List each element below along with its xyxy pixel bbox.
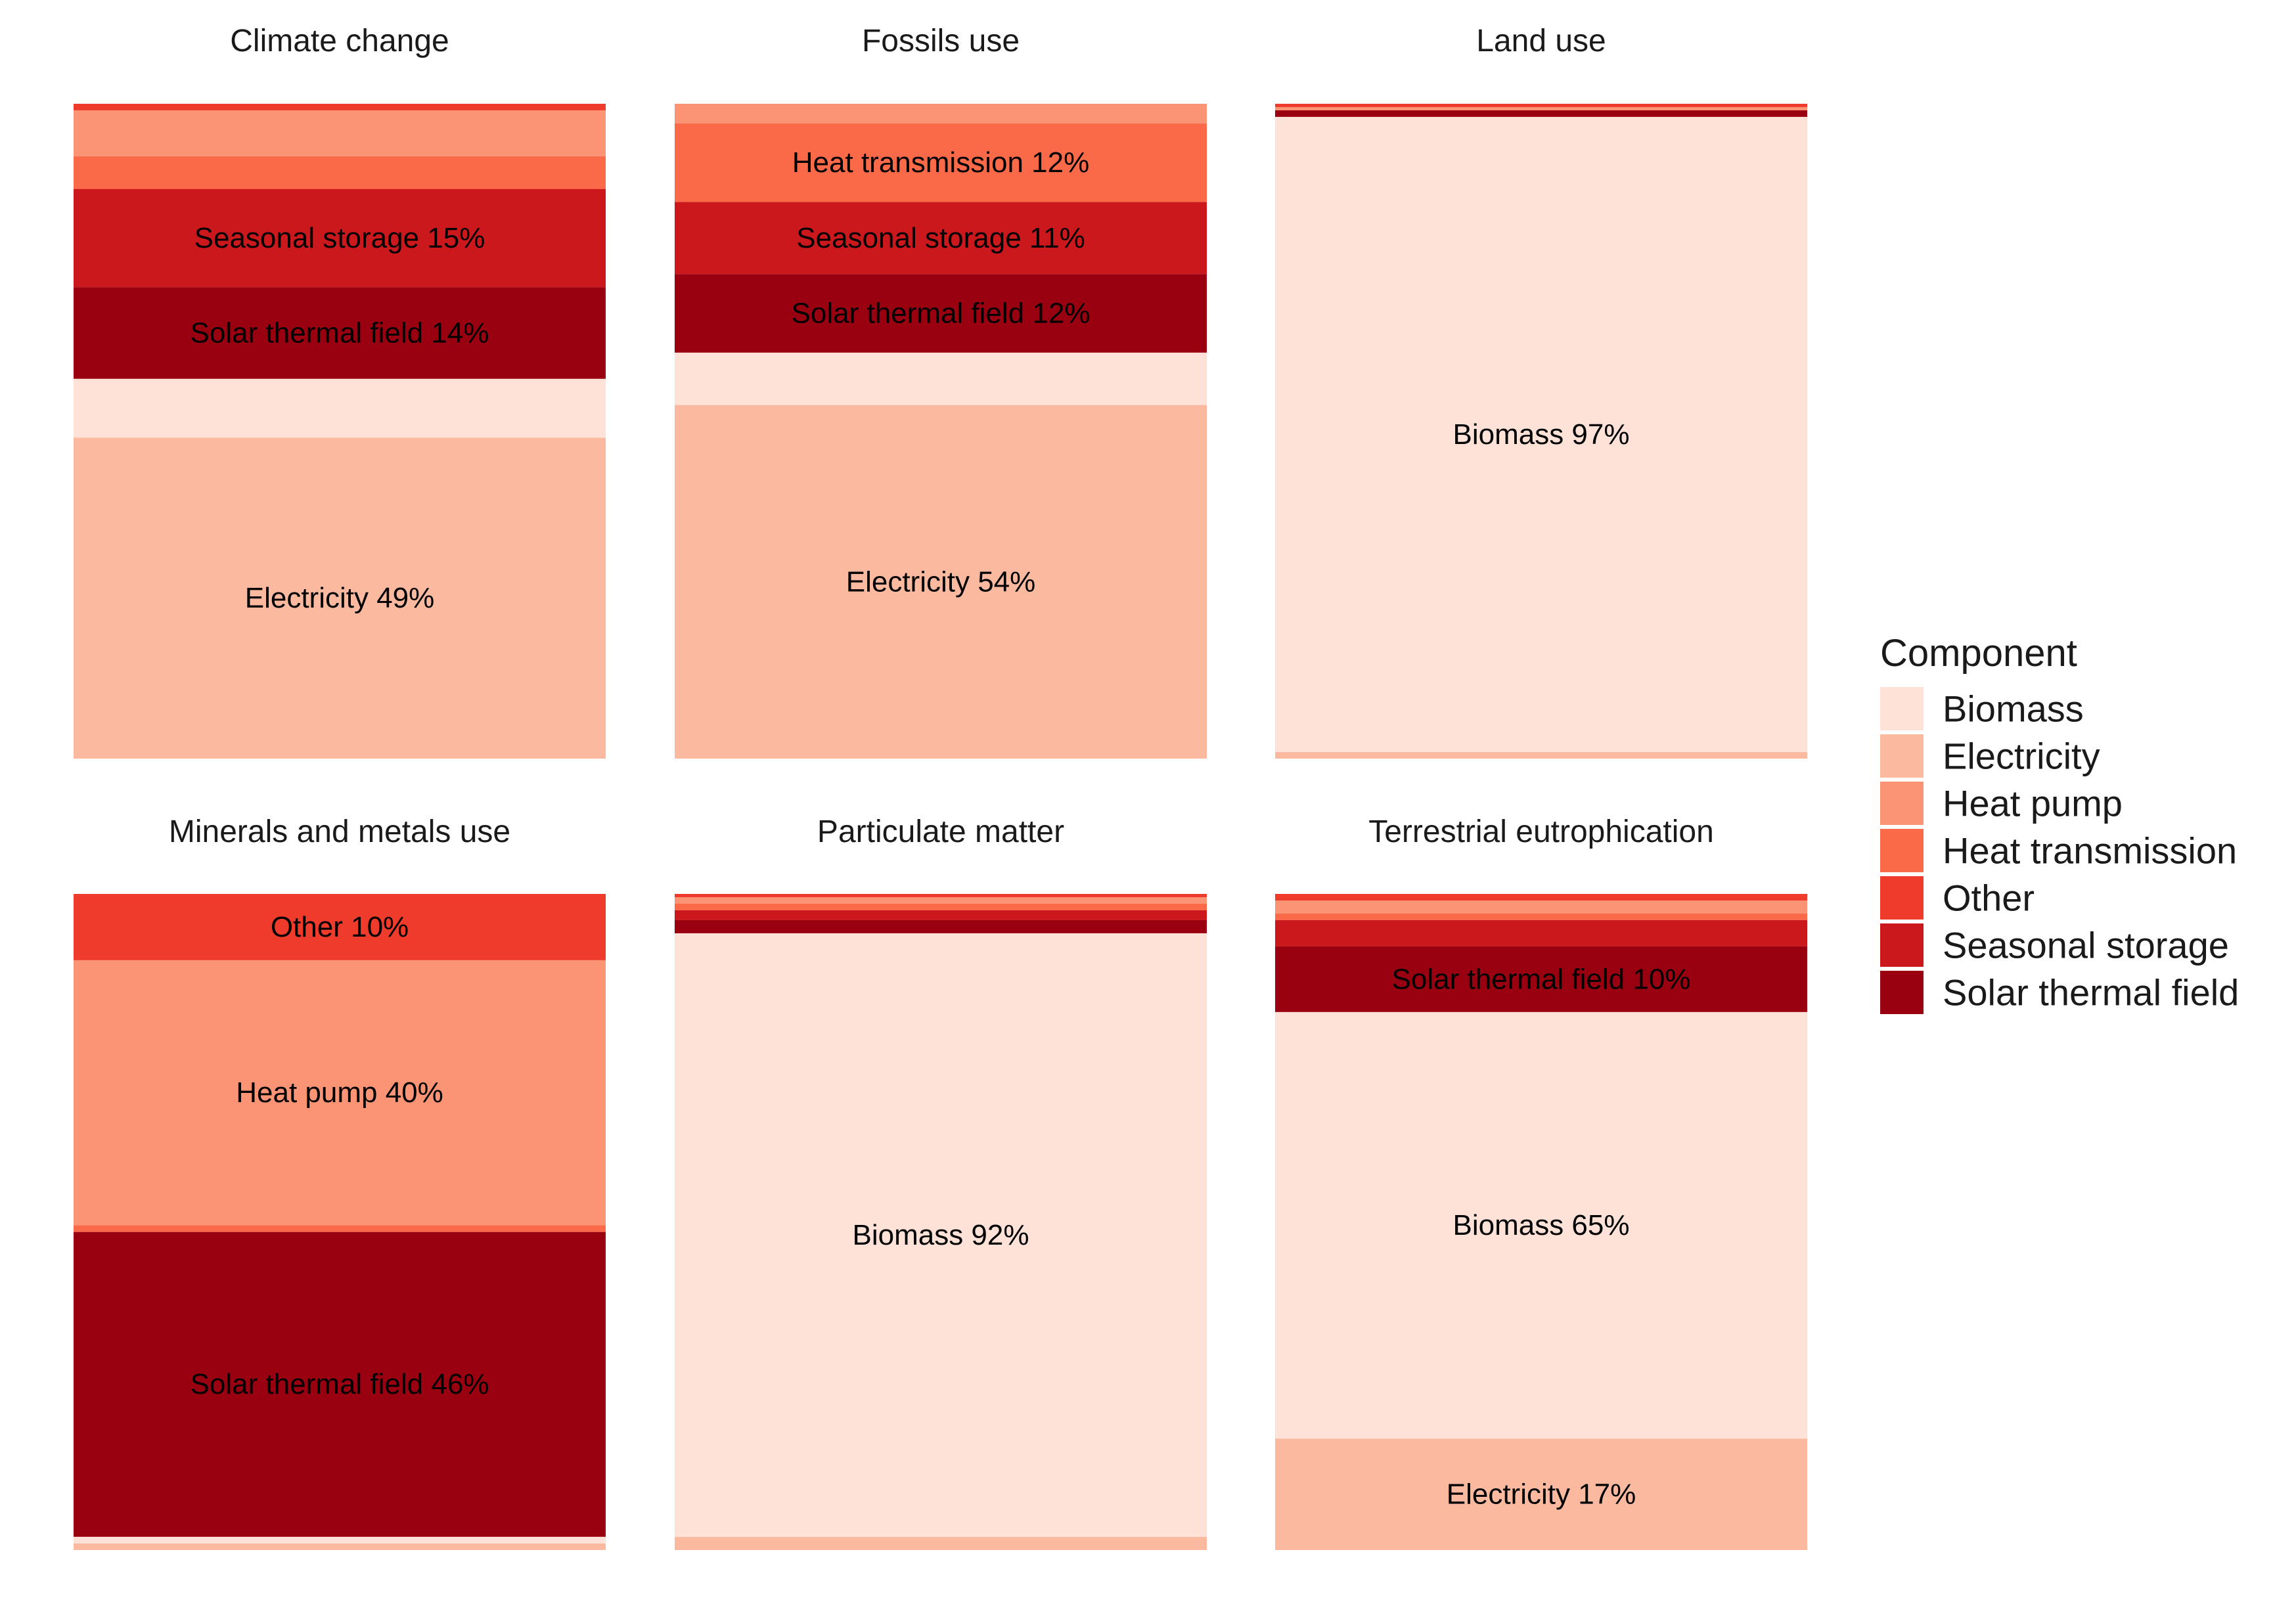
legend-label: Heat pump	[1943, 783, 2123, 824]
segment-label: Seasonal storage 11%	[796, 222, 1085, 254]
bar-segment-seasonal-storage	[1275, 920, 1807, 946]
bar-segment-heat-pump	[74, 110, 606, 156]
segment-label: Heat pump 40%	[236, 1076, 443, 1109]
segment-label: Heat transmission 12%	[792, 146, 1089, 179]
legend-label: Biomass	[1943, 688, 2084, 730]
panel-land-use: Land use Biomass 97%	[1275, 24, 1807, 759]
legend-label: Solar thermal field	[1943, 972, 2239, 1013]
segment-label: Electricity 49%	[245, 582, 435, 614]
legend-item-solar-thermal-field: Solar thermal field	[1880, 971, 2239, 1014]
bar-segment-seasonal-storage	[675, 910, 1207, 920]
bar-segment-biomass	[1275, 1011, 1807, 1439]
panel-title: Terrestrial eutrophication	[1368, 814, 1714, 849]
panel-title: Climate change	[230, 24, 449, 58]
bar-segment-electricity	[675, 1537, 1207, 1550]
bar-segment-other	[1275, 104, 1807, 107]
bar-segment-heat-pump	[1275, 900, 1807, 914]
legend-swatch	[1880, 971, 1924, 1014]
legend: Component Biomass Electricity Heat pump Hea…	[1880, 632, 2239, 1014]
segment-label: Solar thermal field 46%	[191, 1368, 489, 1400]
bar-segment-solar-thermal-field	[74, 1232, 606, 1537]
bar-segment-heat-pump	[74, 960, 606, 1226]
bar-segment-other	[675, 894, 1207, 897]
segment-label: Solar thermal field 12%	[792, 298, 1091, 330]
bar-segment-solar-thermal-field	[675, 274, 1207, 353]
bar-segment-other	[74, 104, 606, 110]
legend-title: Component	[1880, 632, 2077, 675]
legend-swatch	[1880, 734, 1924, 778]
segment-label: Other 10%	[271, 911, 409, 943]
panel-title: Particulate matter	[817, 814, 1064, 849]
panel-title: Land use	[1476, 24, 1606, 58]
bar-segment-solar-thermal-field	[1275, 946, 1807, 1012]
segment-label: Biomass 92%	[852, 1219, 1029, 1251]
bar-segment-solar-thermal-field	[74, 287, 606, 379]
legend-item-heat-transmission: Heat transmission	[1880, 829, 2237, 872]
panel-minerals-and-metals-use: Minerals and metals use Other 10% Heat pum…	[74, 814, 606, 1550]
panel-title: Fossils use	[862, 24, 1020, 58]
bar-segment-biomass	[675, 933, 1207, 1538]
legend-item-biomass: Biomass	[1880, 687, 2084, 730]
bar-segment-seasonal-storage	[74, 189, 606, 288]
bar-segment-heat-transmission	[74, 1225, 606, 1232]
segment-label: Solar thermal field 14%	[191, 317, 489, 349]
bar-segment-biomass	[74, 378, 606, 438]
panel-title: Minerals and metals use	[169, 814, 510, 849]
legend-item-other: Other	[1880, 876, 2035, 920]
legend-item-seasonal-storage: Seasonal storage	[1880, 923, 2229, 967]
bar-segment-other	[1275, 894, 1807, 900]
bar-segment-heat-transmission	[1275, 913, 1807, 920]
panels: Climate change Seasonal storage 15% Solar …	[74, 24, 1807, 1550]
bar-segment-electricity	[1275, 1438, 1807, 1550]
bar-segment-heat-transmission	[675, 123, 1207, 202]
bar-segment-heat-transmission	[675, 903, 1207, 910]
bar-segment-heat-pump	[675, 897, 1207, 904]
legend-swatch	[1880, 782, 1924, 825]
segment-label: Electricity 54%	[846, 566, 1036, 598]
legend-swatch	[1880, 687, 1924, 730]
bar-segment-heat-pump	[1275, 106, 1807, 110]
legend-items: Biomass Electricity Heat pump Heat transmis…	[1880, 687, 2239, 1014]
bar-segment-biomass	[675, 352, 1207, 405]
legend-swatch	[1880, 829, 1924, 872]
panel-particulate-matter: Particulate matter Biomass 92%	[675, 814, 1207, 1550]
panel-fossils-use: Fossils use Heat transmission 12% Seasonal…	[675, 24, 1207, 759]
bar-segment-solar-thermal-field	[675, 920, 1207, 933]
segment-label: Seasonal storage 15%	[194, 222, 485, 254]
legend-swatch	[1880, 923, 1924, 967]
bar-segment-biomass	[1275, 116, 1807, 753]
panel-climate-change: Climate change Seasonal storage 15% Solar …	[74, 24, 606, 759]
segment-label: Solar thermal field 10%	[1392, 963, 1691, 995]
panel-terrestrial-eutrophication: Terrestrial eutrophication Solar thermal …	[1275, 814, 1807, 1550]
segment-label: Electricity 17%	[1447, 1478, 1636, 1511]
legend-label: Seasonal storage	[1943, 925, 2229, 966]
legend-label: Other	[1943, 877, 2035, 919]
bar-segment-heat-transmission	[74, 156, 606, 189]
legend-item-electricity: Electricity	[1880, 734, 2100, 778]
bar-segment-electricity	[675, 405, 1207, 759]
segment-label: Biomass 65%	[1452, 1209, 1629, 1241]
bar-segment-solar-thermal-field	[1275, 110, 1807, 117]
bar-segment-electricity	[1275, 752, 1807, 759]
bar-segment-electricity	[74, 437, 606, 759]
segment-label: Biomass 97%	[1452, 418, 1629, 451]
bar-segment-heat-pump	[675, 104, 1207, 123]
legend-label: Electricity	[1943, 736, 2100, 777]
legend-swatch	[1880, 876, 1924, 920]
bar-segment-seasonal-storage	[675, 202, 1207, 275]
bar-segment-biomass	[74, 1536, 606, 1543]
legend-label: Heat transmission	[1943, 830, 2237, 872]
bar-segment-other	[74, 894, 606, 960]
bar-segment-electricity	[74, 1543, 606, 1550]
legend-item-heat-pump: Heat pump	[1880, 782, 2123, 825]
